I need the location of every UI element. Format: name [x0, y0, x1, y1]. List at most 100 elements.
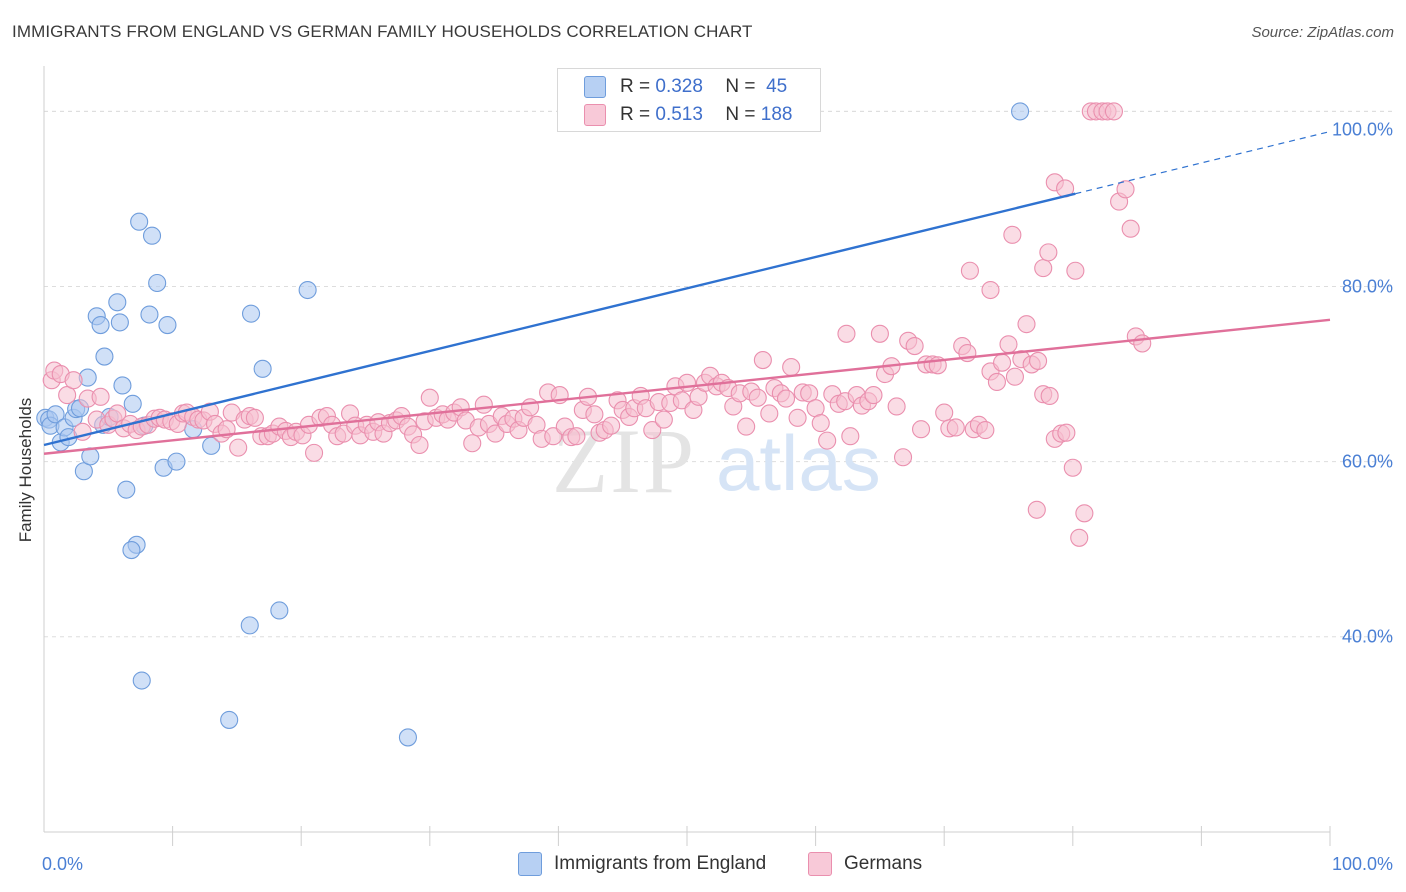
y-tick-label: 60.0% [1342, 452, 1393, 472]
point-germans [1029, 351, 1048, 370]
point-germans [864, 386, 883, 405]
point-germans [935, 403, 954, 422]
point-germans [410, 435, 429, 455]
point-germans [567, 427, 586, 446]
legend-n-value: 45 [766, 76, 788, 97]
point-germans [677, 373, 697, 392]
point-england [74, 462, 93, 481]
point-england [140, 305, 159, 324]
point-germans [643, 421, 662, 440]
x-tick-label: 0.0% [42, 854, 83, 874]
point-england [142, 226, 162, 245]
point-germans [776, 389, 796, 408]
point-germans [544, 427, 563, 446]
point-germans [245, 408, 264, 427]
point-germans [818, 431, 837, 450]
point-england [148, 273, 167, 293]
point-england [398, 728, 417, 747]
point-england [117, 480, 136, 499]
trend-line-germans [43, 318, 1331, 455]
point-germans [1070, 528, 1089, 547]
point-germans [1027, 500, 1046, 519]
point-germans [91, 387, 110, 406]
point-germans [811, 414, 830, 433]
point-germans [1104, 102, 1124, 121]
legend-r-label: R = [620, 104, 651, 125]
point-germans [474, 395, 493, 414]
bottom-legend-england: Immigrants from England [518, 852, 766, 876]
y-tick-label: 40.0% [1342, 627, 1393, 647]
point-germans [782, 358, 801, 377]
point-england [46, 405, 65, 424]
trend-line-england [43, 192, 1076, 447]
point-england [253, 359, 272, 378]
point-germans [1116, 180, 1135, 199]
bottom-legend-swatch-blue [518, 852, 542, 876]
point-england [132, 671, 151, 690]
point-germans [486, 424, 505, 443]
point-england [108, 293, 127, 312]
point-germans [993, 353, 1012, 372]
point-germans [987, 372, 1006, 392]
legend-n-value: 188 [760, 104, 793, 125]
point-germans [870, 324, 889, 343]
bottom-legend-swatch-pink [808, 852, 832, 876]
point-germans [229, 438, 248, 457]
point-germans [1121, 219, 1140, 238]
legend-swatch-blue [584, 76, 606, 98]
point-germans [1066, 261, 1085, 280]
point-england [123, 394, 142, 413]
point-germans [585, 405, 604, 424]
point-germans [841, 427, 860, 446]
point-germans [1017, 315, 1036, 334]
y-axis-label: Family Households [16, 397, 35, 543]
point-germans [420, 388, 439, 407]
point-england [298, 280, 317, 300]
point-england [220, 710, 239, 729]
axes [43, 66, 1331, 846]
point-germans [960, 261, 979, 280]
point-england [130, 212, 149, 231]
point-germans [1133, 334, 1152, 353]
point-germans [1040, 386, 1059, 406]
point-germans [981, 280, 1000, 300]
point-germans [1039, 243, 1058, 262]
legend-n-label: N = [725, 104, 756, 125]
point-germans [800, 384, 819, 403]
point-germans [64, 371, 83, 390]
point-england [110, 313, 129, 332]
point-england [241, 304, 261, 323]
point-germans [753, 351, 772, 370]
point-germans [887, 397, 906, 416]
y-tick-label: 80.0% [1342, 277, 1393, 297]
point-england [122, 541, 141, 560]
point-england [95, 347, 114, 366]
trend-lines [43, 130, 1331, 455]
point-england [270, 601, 289, 620]
trend-line-england-extension [1075, 130, 1331, 195]
point-germans [912, 420, 931, 439]
legend-row-germans: R = 0.513 N = 188 [584, 103, 792, 127]
point-germans [1075, 504, 1094, 523]
point-germans [946, 418, 965, 437]
point-germans [1034, 259, 1053, 278]
y-tick-label: 100.0% [1332, 119, 1393, 139]
point-germans [602, 416, 621, 435]
point-germans [737, 417, 756, 436]
source-label: Source: ZipAtlas.com [1251, 24, 1394, 41]
point-germans [976, 421, 995, 440]
point-germans [999, 335, 1018, 354]
watermark-zip: ZIP [552, 410, 696, 512]
point-germans [654, 410, 673, 429]
point-england [158, 315, 177, 335]
legend-r-value: 0.328 [655, 76, 703, 97]
legend-r-label: R = [620, 76, 651, 97]
x-tick-label: 100.0% [1332, 854, 1393, 874]
correlation-legend: R = 0.328 N = 45 R = 0.513 N = 188 [557, 68, 821, 132]
point-germans [905, 337, 924, 356]
point-germans [893, 448, 913, 467]
point-germans [108, 404, 127, 423]
bottom-legend-germans: Germans [808, 852, 922, 876]
point-england [167, 452, 186, 471]
